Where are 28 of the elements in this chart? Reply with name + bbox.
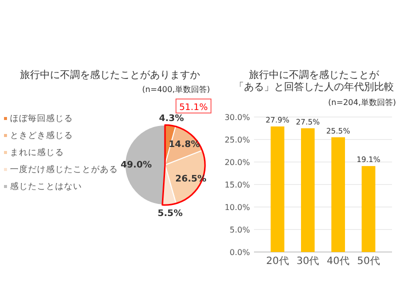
y-tick-label: 15.0%	[224, 180, 250, 190]
y-tick-label: 20.0%	[224, 158, 250, 167]
y-tick-label: 10.0%	[224, 203, 250, 212]
bar	[331, 137, 345, 252]
legend-label: 感じたことはない	[10, 181, 82, 192]
chart-title: 旅行中に不調を感じたことがありますか	[20, 69, 200, 81]
bar	[270, 126, 284, 252]
text: 51.1%	[179, 103, 208, 113]
bar	[301, 128, 315, 252]
data-label: 4.3%	[158, 114, 184, 124]
data-label: 49.0%	[120, 160, 152, 171]
x-tick-label: 50代	[357, 256, 380, 267]
y-tick-label: 25.0%	[224, 136, 250, 144]
x-tick-label: 40代	[326, 256, 350, 267]
legend-label: ときどき感じる	[10, 130, 73, 141]
data-label: 5.5%	[158, 209, 183, 220]
chart-subtitle: (n=204,単数回答)	[328, 98, 396, 107]
y-tick-label: 0.0%	[230, 248, 250, 257]
legend-label: まれに感じる	[10, 147, 64, 158]
y-tick-label: 30.0%	[224, 113, 250, 122]
chart-subtitle: (n=400,単数回答)	[142, 85, 210, 94]
x-tick-label: 20代	[266, 256, 289, 267]
bar	[362, 166, 376, 252]
x-tick-label: 30代	[296, 256, 320, 267]
y-tick-label: 5.0%	[230, 226, 250, 234]
legend-label: 一度だけ感じたことがある	[10, 164, 118, 175]
legend-label: ほぼ毎回感じる	[10, 113, 73, 124]
chart-title: 旅行中に不調を感じたことが「ある」と回答した人の年代別比較	[234, 69, 394, 93]
